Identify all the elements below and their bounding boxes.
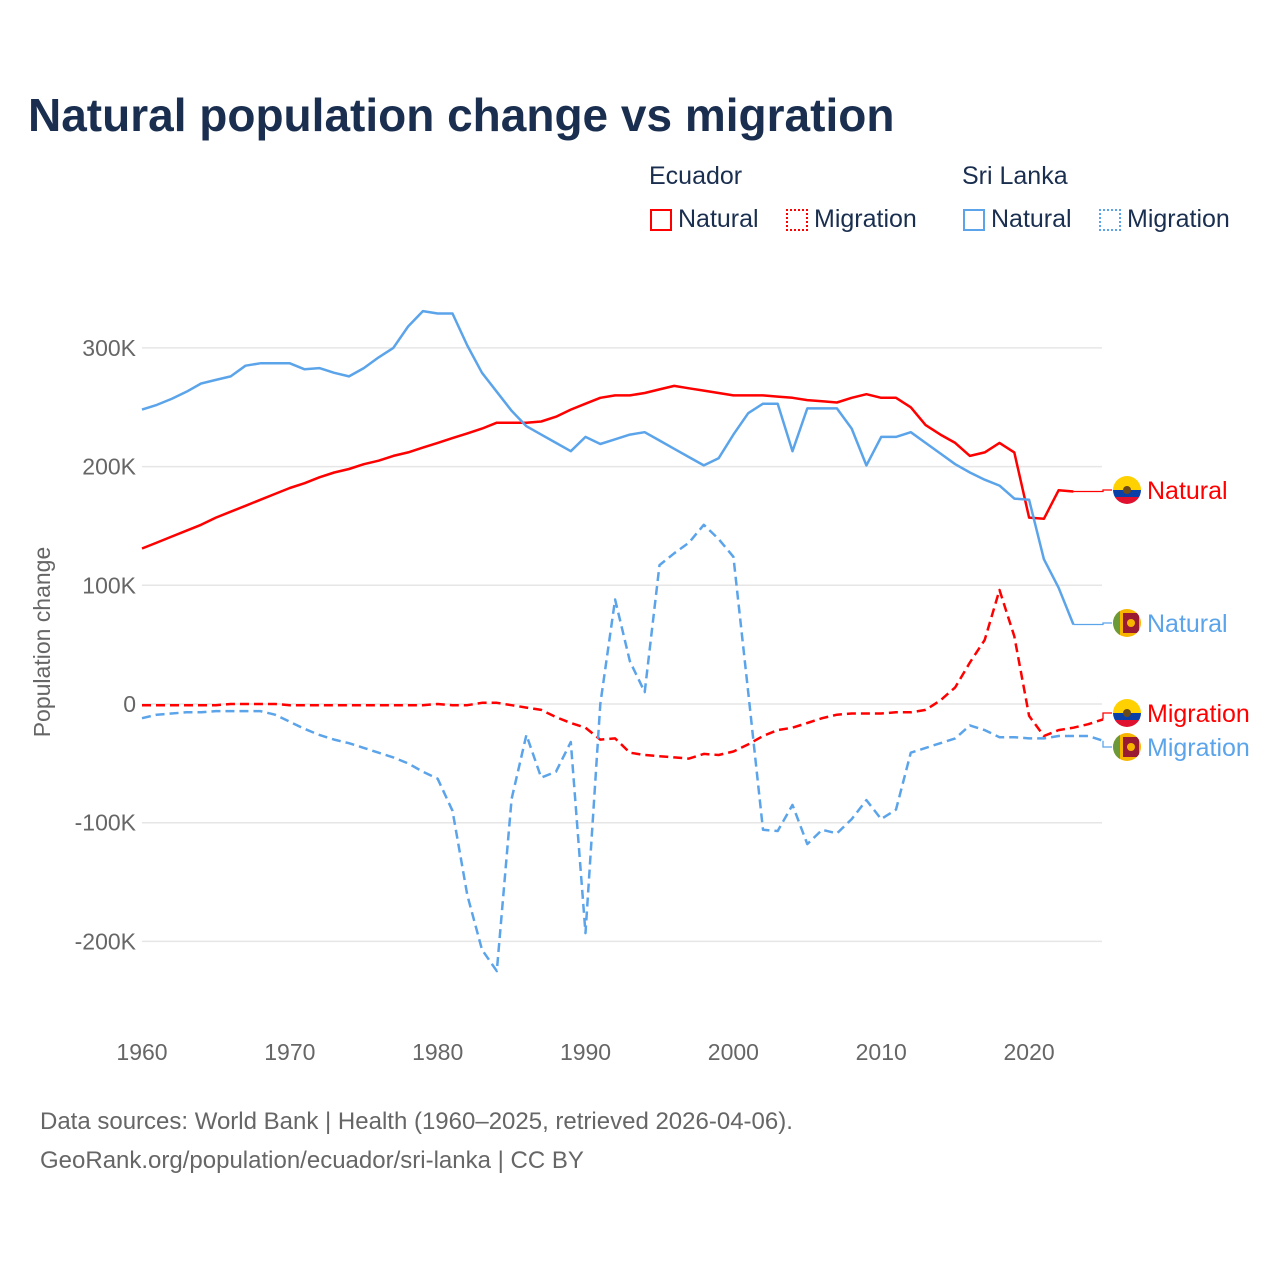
series-line-ecuador-natural: [141, 384, 1074, 550]
ecuador-flag-icon: [1113, 476, 1141, 504]
footer-sources: Data sources: World Bank | Health (1960–…: [40, 1108, 793, 1135]
label-connector: [1073, 489, 1112, 493]
y-tick-label: 0: [123, 691, 136, 717]
end-label: Natural: [1147, 477, 1228, 505]
x-tick-label: 2010: [856, 1039, 907, 1065]
legend-ecuador-natural[interactable]: Natural: [650, 205, 759, 234]
legend-label: Migration: [1127, 205, 1230, 233]
legend-swatch: [1099, 208, 1121, 231]
series-line-sri-lanka-natural: [141, 309, 1075, 625]
y-axis-label: Population change: [29, 547, 55, 738]
y-tick-label: -200K: [75, 928, 137, 954]
legend-swatch: [963, 208, 985, 231]
legend-ecuador-migration[interactable]: Migration: [786, 205, 917, 234]
sri-lanka-flag-icon: [1113, 733, 1141, 761]
legend-swatch: [650, 208, 672, 231]
x-tick-label: 2020: [1003, 1039, 1054, 1065]
x-tick-label: 1990: [560, 1039, 611, 1065]
end-label: Migration: [1147, 734, 1250, 762]
series-line-ecuador-migration: [142, 588, 1104, 760]
label-connector: [1102, 740, 1112, 748]
ecuador-flag-icon: [1113, 699, 1141, 727]
legend-group-sri-lanka: Sri Lanka: [962, 162, 1068, 190]
x-tick-label: 2000: [708, 1039, 759, 1065]
footer-link[interactable]: GeoRank.org/population/ecuador/sri-lanka…: [40, 1147, 584, 1174]
x-tick-label: 1970: [264, 1039, 315, 1065]
y-tick-label: -100K: [75, 810, 137, 836]
label-connector: [1073, 622, 1112, 626]
sri-lanka-flag-icon: [1113, 609, 1141, 637]
legend-group-ecuador: Ecuador: [649, 162, 743, 190]
label-connector: [1102, 712, 1112, 720]
end-label: Natural: [1147, 610, 1228, 638]
x-tick-label: 1960: [116, 1039, 167, 1065]
series-line-sri-lanka-migration: [141, 523, 1104, 973]
y-tick-label: 200K: [82, 454, 136, 480]
legend-label: Migration: [814, 205, 917, 233]
chart-title: Natural population change vs migration: [28, 89, 895, 141]
legend-label: Natural: [678, 205, 759, 233]
legend-sri-lanka-natural[interactable]: Natural: [963, 205, 1072, 234]
end-label: Migration: [1147, 700, 1250, 728]
x-tick-label: 1980: [412, 1039, 463, 1065]
legend-sri-lanka-migration[interactable]: Migration: [1099, 205, 1230, 234]
legend-label: Natural: [991, 205, 1072, 233]
y-tick-label: 100K: [82, 572, 136, 598]
y-tick-label: 300K: [82, 335, 136, 361]
legend-swatch: [786, 208, 808, 231]
